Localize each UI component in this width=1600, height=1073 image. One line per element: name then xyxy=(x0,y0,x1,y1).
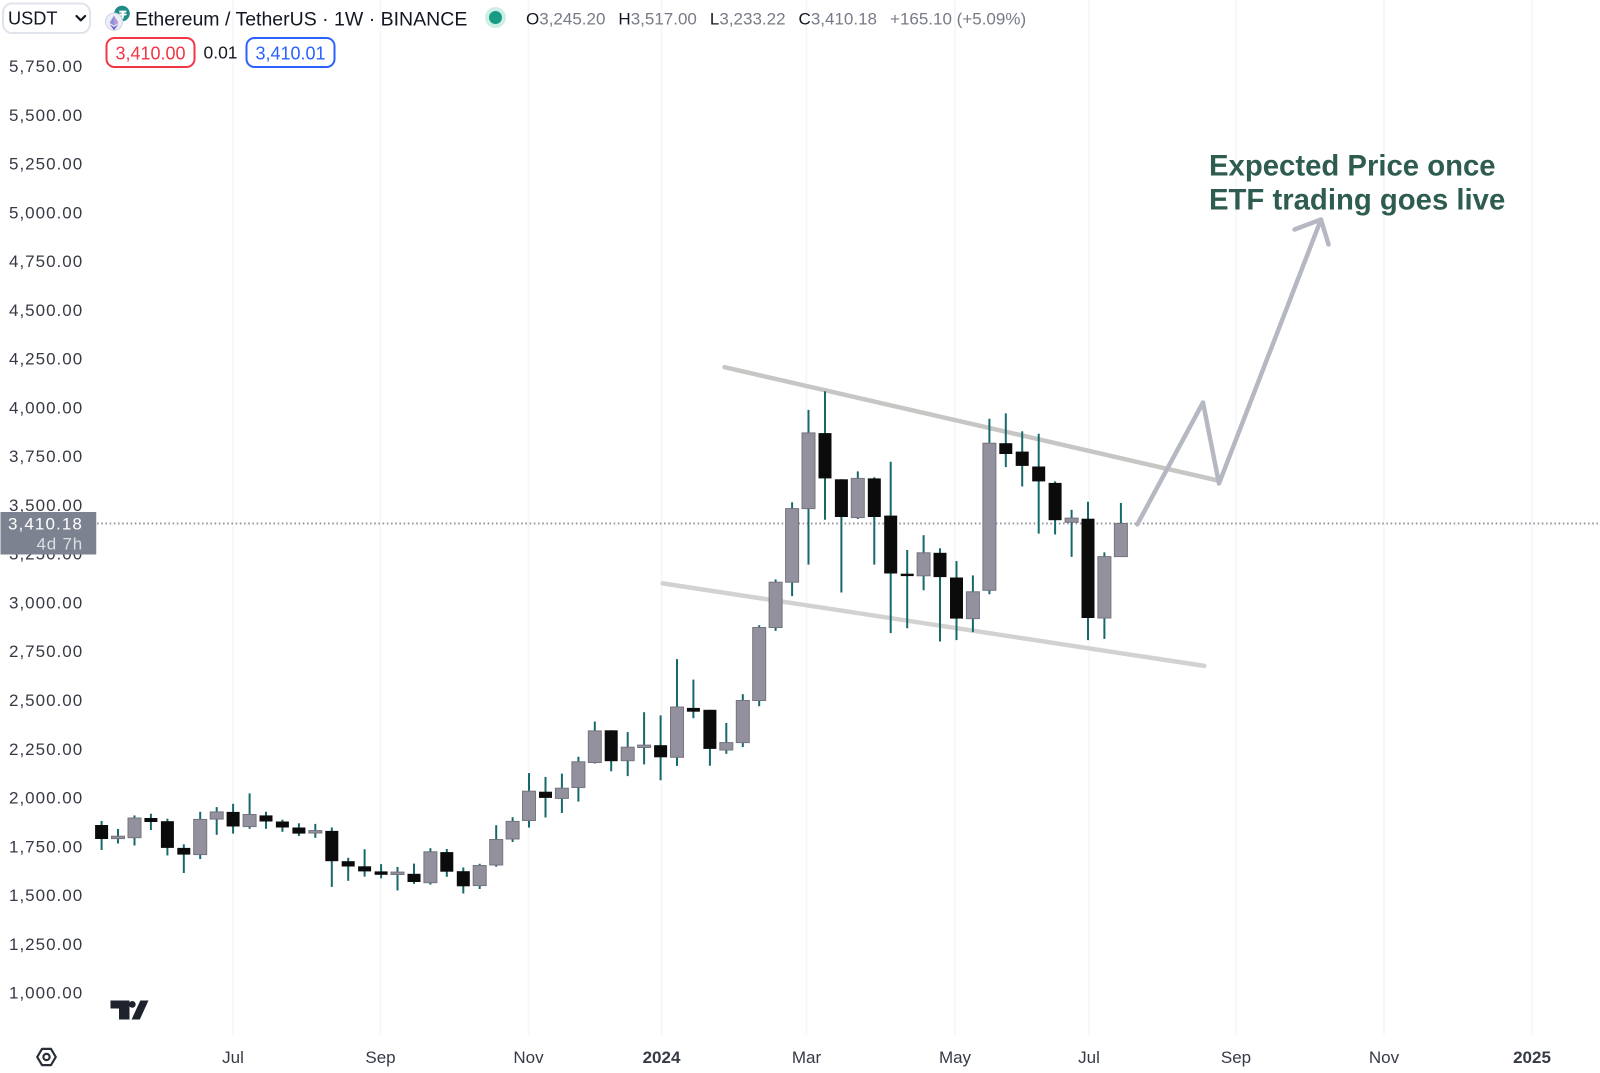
svg-text:3,410.00: 3,410.00 xyxy=(115,44,185,64)
svg-text:2025: 2025 xyxy=(1513,1048,1551,1067)
svg-text:Nov: Nov xyxy=(1369,1048,1400,1067)
svg-text:0.01: 0.01 xyxy=(203,43,237,63)
svg-text:3,410.01: 3,410.01 xyxy=(255,44,325,64)
svg-text:4d 7h: 4d 7h xyxy=(36,535,83,554)
svg-text:3,750.00: 3,750.00 xyxy=(9,447,83,466)
svg-text:3,000.00: 3,000.00 xyxy=(9,594,83,613)
svg-text:4,750.00: 4,750.00 xyxy=(9,252,83,271)
svg-text:1,500.00: 1,500.00 xyxy=(9,886,83,905)
svg-text:Jul: Jul xyxy=(222,1048,244,1067)
svg-text:May: May xyxy=(939,1048,972,1067)
svg-text:5,750.00: 5,750.00 xyxy=(9,57,83,76)
svg-text:4,000.00: 4,000.00 xyxy=(9,398,83,417)
svg-text:1,750.00: 1,750.00 xyxy=(9,837,83,856)
svg-text:2,750.00: 2,750.00 xyxy=(9,642,83,661)
svg-text:5,000.00: 5,000.00 xyxy=(9,203,83,222)
svg-text:Ethereum / TetherUS · 1W · BIN: Ethereum / TetherUS · 1W · BINANCE xyxy=(135,9,467,31)
svg-text:5,500.00: 5,500.00 xyxy=(9,106,83,125)
svg-text:3,410.18: 3,410.18 xyxy=(8,515,83,534)
svg-text:Mar: Mar xyxy=(792,1048,822,1067)
svg-text:3,500.00: 3,500.00 xyxy=(9,496,83,515)
svg-text:ETF trading goes live: ETF trading goes live xyxy=(1209,184,1505,217)
svg-text:2,500.00: 2,500.00 xyxy=(9,691,83,710)
svg-text:USDT: USDT xyxy=(8,9,58,29)
svg-text:4,250.00: 4,250.00 xyxy=(9,350,83,369)
svg-text:Expected Price once: Expected Price once xyxy=(1209,150,1496,183)
svg-text:Sep: Sep xyxy=(365,1048,395,1067)
svg-text:2,250.00: 2,250.00 xyxy=(9,740,83,759)
svg-text:Jul: Jul xyxy=(1078,1048,1100,1067)
svg-text:1,250.00: 1,250.00 xyxy=(9,935,83,954)
svg-text:2024: 2024 xyxy=(643,1048,681,1067)
svg-text:Sep: Sep xyxy=(1221,1048,1251,1067)
svg-text:1,000.00: 1,000.00 xyxy=(9,984,83,1003)
svg-text:5,250.00: 5,250.00 xyxy=(9,155,83,174)
svg-text:2,000.00: 2,000.00 xyxy=(9,789,83,808)
svg-text:Nov: Nov xyxy=(513,1048,544,1067)
svg-text:4,500.00: 4,500.00 xyxy=(9,301,83,320)
